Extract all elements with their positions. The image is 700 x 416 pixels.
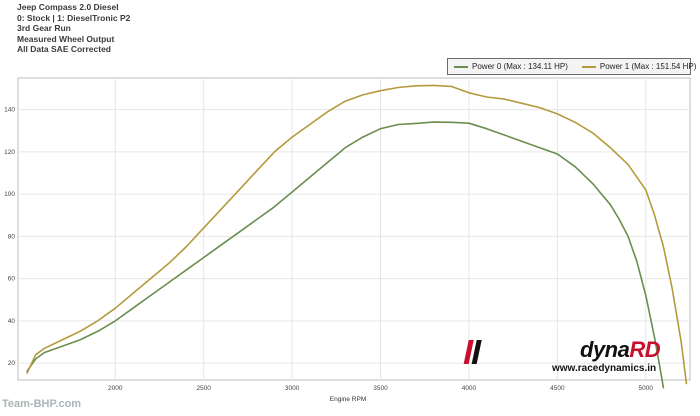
y-tick-label: 140 — [4, 107, 15, 114]
header-line-2: 0: Stock | 1: DieselTronic P2 — [17, 12, 131, 23]
legend-swatch-power1 — [581, 65, 596, 68]
logo-brand-prefix: dyna — [580, 337, 630, 362]
series-line-power1 — [26, 84, 688, 385]
y-tick-label: 100 — [4, 191, 15, 198]
x-tick-label: 4000 — [462, 385, 477, 392]
x-tick-label: 2000 — [108, 385, 123, 392]
x-axis-label: Engine RPM — [330, 396, 367, 403]
header-line-3: 3rd Gear Run — [17, 23, 71, 34]
y-tick-label: 20 — [8, 360, 16, 367]
chart-header: Jeep Compass 2.0 Diesel 0: Stock | 1: Di… — [17, 2, 130, 55]
chart-legend: Power 0 (Max : 134.11 HP) Power 1 (Max :… — [447, 58, 696, 75]
y-tick-label: 40 — [8, 318, 16, 325]
x-tick-label: 3000 — [285, 385, 300, 392]
legend-label-power1: Power 1 (Max : 151.54 HP) — [599, 62, 697, 71]
y-tick-label: 80 — [8, 233, 16, 240]
legend-label-power0: Power 0 (Max : 134.11 HP) — [472, 62, 568, 71]
logo-mark-black-bar — [471, 340, 482, 364]
header-line-1: Jeep Compass 2.0 Diesel — [17, 2, 119, 12]
watermark: Team-BHP.com — [2, 398, 82, 410]
logo-mark-red-bar — [463, 340, 474, 364]
legend-item-power1: Power 1 (Max : 151.54 HP) — [581, 62, 697, 71]
series-line-power0 — [26, 121, 665, 389]
logo-brand-suffix: RD — [629, 337, 661, 362]
x-tick-label: 2500 — [196, 385, 211, 392]
legend-item-power0: Power 0 (Max : 134.11 HP) — [454, 62, 568, 71]
legend-swatch-power0 — [454, 65, 468, 68]
logo-url: www.racedynamics.in — [552, 363, 657, 374]
y-tick-label: 120 — [4, 149, 15, 156]
x-tick-label: 5000 — [639, 385, 654, 392]
x-tick-label: 3500 — [373, 385, 388, 392]
dynard-logo: dynaRD — [580, 337, 661, 363]
y-tick-label: 60 — [8, 276, 16, 283]
x-tick-label: 4500 — [550, 385, 565, 392]
plot-area — [17, 77, 691, 381]
header-line-5: All Data SAE Corrected — [17, 44, 111, 55]
header-line-4: Measured Wheel Output — [17, 33, 115, 44]
